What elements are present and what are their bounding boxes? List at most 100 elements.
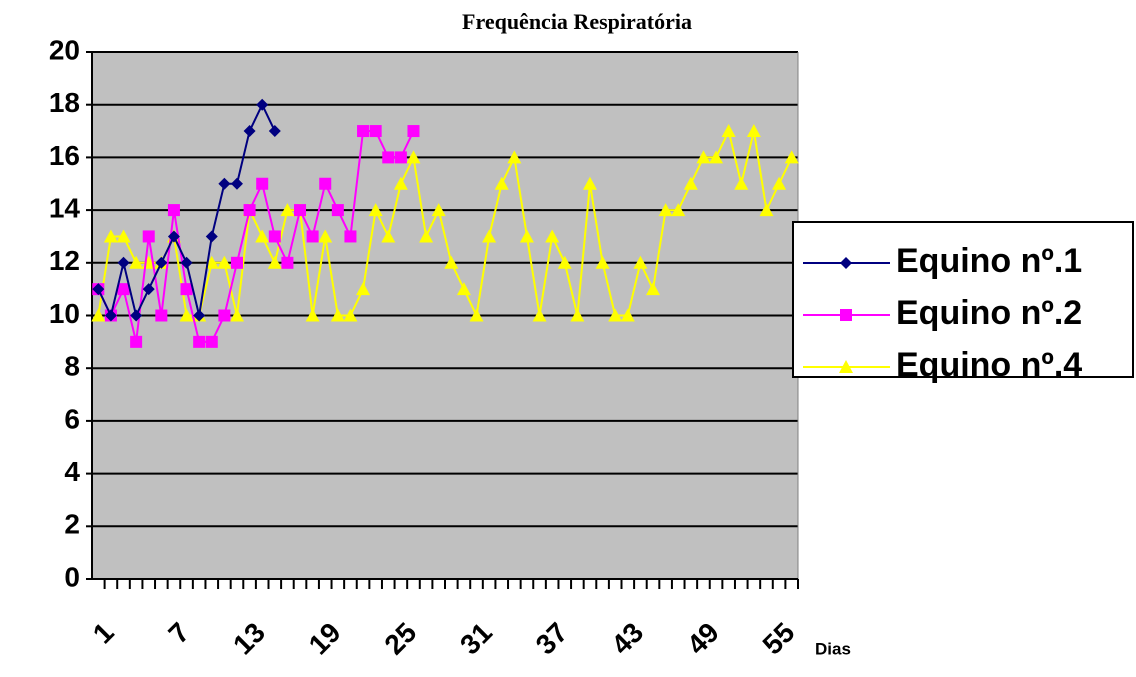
marker — [382, 151, 395, 164]
marker — [306, 230, 319, 243]
marker — [709, 150, 724, 164]
x-tick-label: 7 — [162, 617, 195, 650]
marker — [268, 230, 281, 243]
marker — [142, 283, 155, 296]
x-tick-label: 43 — [605, 617, 649, 661]
marker — [381, 229, 396, 243]
marker — [444, 255, 459, 269]
marker — [193, 309, 206, 322]
marker — [205, 230, 218, 243]
marker — [394, 151, 407, 164]
marker — [218, 177, 231, 190]
marker — [582, 176, 597, 190]
marker — [305, 308, 320, 322]
marker — [255, 229, 270, 243]
x-axis-label: Dias — [815, 639, 851, 658]
marker — [482, 229, 497, 243]
marker — [155, 309, 168, 322]
marker — [104, 309, 117, 322]
marker — [142, 230, 155, 243]
chart-title: Frequência Respiratória — [462, 9, 692, 34]
y-tick-label: 0 — [64, 561, 80, 592]
marker — [155, 256, 168, 269]
marker — [545, 229, 560, 243]
marker — [180, 283, 193, 296]
marker — [230, 256, 243, 269]
marker — [620, 308, 635, 322]
y-tick-label: 8 — [64, 351, 80, 382]
marker — [784, 150, 799, 164]
marker — [129, 255, 144, 269]
marker — [180, 256, 193, 269]
legend-box — [792, 221, 1134, 378]
marker — [193, 335, 206, 348]
marker — [759, 203, 774, 217]
legend: Equino nº.1 Equino nº.2 Equino nº.4 — [792, 221, 1134, 384]
marker — [369, 125, 382, 138]
marker — [92, 283, 105, 296]
y-tick-label: 2 — [64, 509, 80, 540]
marker — [840, 309, 852, 321]
marker — [205, 335, 218, 348]
legend-label: Equino nº.1 — [896, 242, 1082, 280]
y-tick-label: 20 — [49, 34, 80, 65]
marker — [116, 229, 131, 243]
marker — [117, 283, 130, 296]
marker — [456, 282, 471, 296]
y-tick-label: 18 — [49, 87, 80, 118]
marker — [330, 308, 345, 322]
marker — [507, 150, 522, 164]
y-tick-label: 12 — [49, 245, 80, 276]
y-tick-label: 6 — [64, 403, 80, 434]
marker — [130, 335, 143, 348]
marker — [840, 257, 852, 269]
marker — [230, 177, 243, 190]
marker — [469, 308, 484, 322]
marker — [393, 176, 408, 190]
marker — [204, 255, 219, 269]
marker — [103, 229, 118, 243]
marker — [356, 282, 371, 296]
marker — [331, 204, 344, 217]
legend-label: Equino nº.4 — [896, 346, 1082, 384]
marker — [229, 308, 244, 322]
marker — [746, 124, 761, 138]
marker — [117, 256, 130, 269]
x-tick-label: 13 — [227, 617, 271, 661]
marker — [532, 308, 547, 322]
marker — [243, 125, 256, 138]
marker — [721, 124, 736, 138]
marker — [344, 230, 357, 243]
y-tick-label: 16 — [49, 140, 80, 171]
marker — [179, 308, 194, 322]
series-line — [97, 130, 415, 343]
marker — [268, 125, 281, 138]
marker — [646, 282, 661, 296]
marker — [696, 150, 711, 164]
marker — [167, 204, 180, 217]
marker — [368, 203, 383, 217]
marker — [683, 176, 698, 190]
x-tick-label: 19 — [303, 617, 347, 661]
marker — [357, 125, 370, 138]
marker — [595, 255, 610, 269]
legend-label: Equino nº.2 — [896, 294, 1082, 332]
marker — [243, 204, 256, 217]
x-tick-label: 49 — [681, 617, 725, 661]
marker — [91, 308, 106, 322]
marker — [319, 177, 332, 190]
marker — [519, 229, 534, 243]
marker — [658, 203, 673, 217]
marker — [218, 309, 231, 322]
marker — [772, 176, 787, 190]
marker — [494, 176, 509, 190]
marker — [318, 229, 333, 243]
marker — [608, 308, 623, 322]
y-tick-label: 14 — [49, 192, 81, 223]
x-tick-label: 31 — [454, 617, 498, 661]
marker — [217, 255, 232, 269]
marker — [281, 256, 294, 269]
y-tick-label: 10 — [49, 298, 80, 329]
marker — [280, 203, 295, 217]
